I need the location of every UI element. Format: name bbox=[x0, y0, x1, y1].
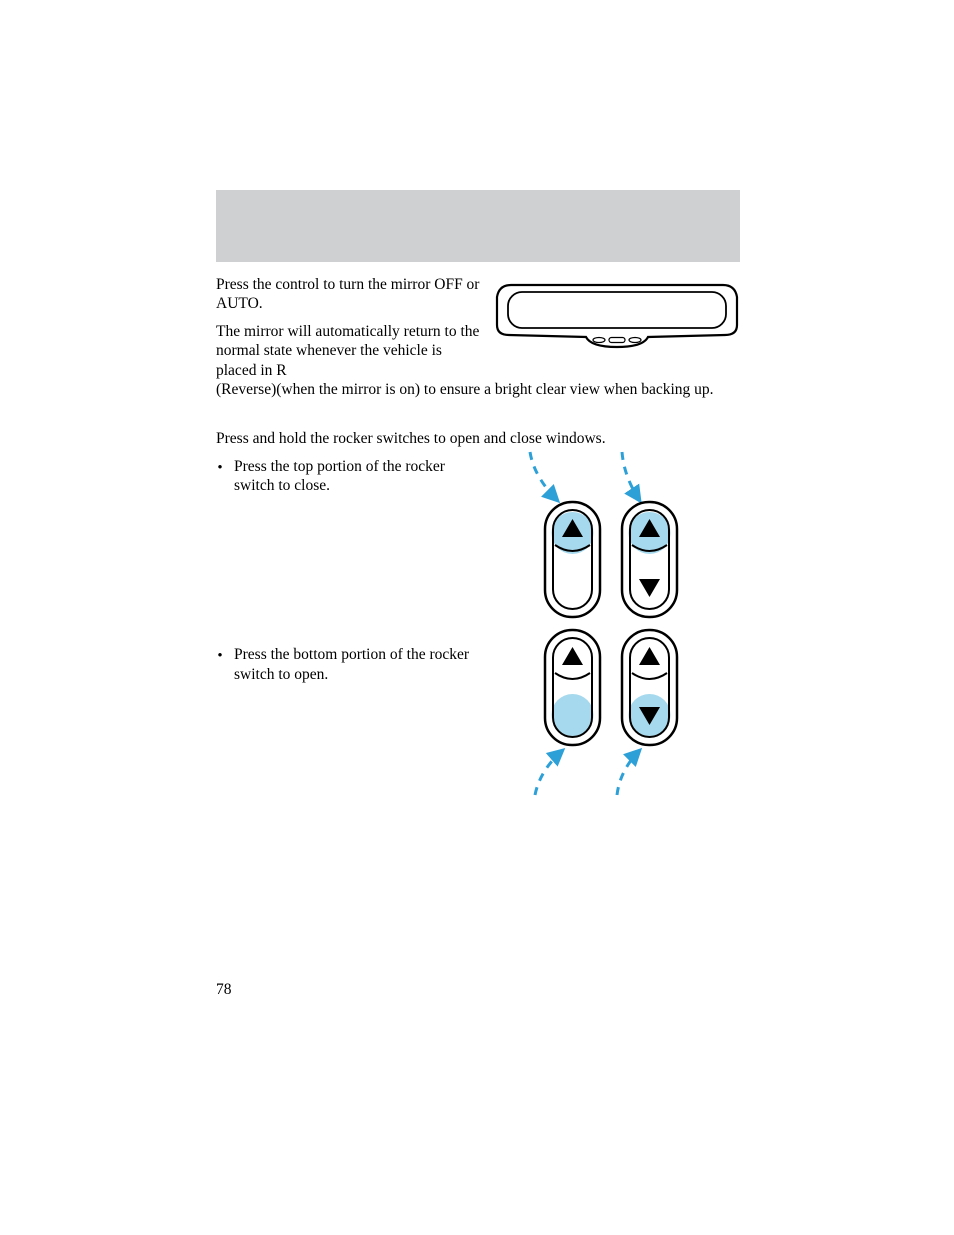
mirror-para-1: Press the control to turn the mirror OFF… bbox=[216, 275, 484, 314]
mirror-para-2-rest: (Reverse)(when the mirror is on) to ensu… bbox=[216, 381, 714, 398]
bullet-dot-icon: • bbox=[216, 459, 224, 478]
mirror-para-2-narrow: The mirror will automatically return to … bbox=[216, 322, 484, 380]
bullet-open-text: Press the bottom portion of the rocker s… bbox=[234, 645, 474, 684]
windows-intro: Press and hold the rocker switches to op… bbox=[216, 429, 740, 448]
bullet-close-text: Press the top portion of the rocker swit… bbox=[234, 457, 474, 496]
mirror-diagram bbox=[491, 275, 743, 355]
page-content: Press the control to turn the mirror OFF… bbox=[216, 275, 740, 684]
rocker-top-diagram bbox=[490, 447, 714, 622]
bullet-dot-icon: • bbox=[216, 647, 224, 666]
page-number: 78 bbox=[216, 980, 232, 999]
rocker-bottom-diagram bbox=[490, 625, 714, 800]
header-band bbox=[216, 190, 740, 262]
